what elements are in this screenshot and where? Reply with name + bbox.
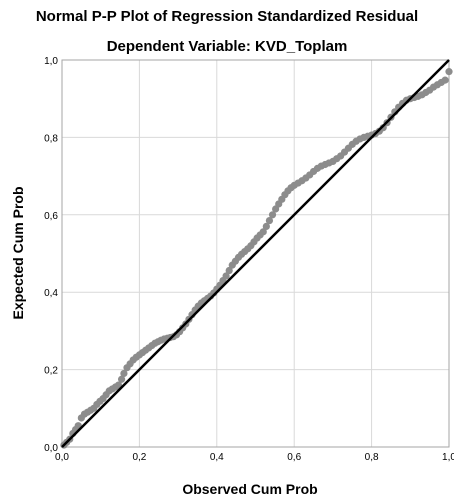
data-point bbox=[445, 68, 453, 76]
chart-subtitle: Dependent Variable: KVD_Toplam bbox=[107, 38, 348, 55]
x-tick-label: 0,0 bbox=[55, 452, 69, 463]
data-points bbox=[60, 68, 453, 449]
data-point bbox=[114, 381, 123, 389]
y-axis-label: Expected Cum Prob bbox=[10, 186, 26, 319]
data-point bbox=[225, 266, 233, 275]
y-tick-label: 0,0 bbox=[44, 443, 58, 454]
plot-area-frame bbox=[61, 59, 450, 448]
y-tick-label: 0,2 bbox=[44, 366, 58, 377]
data-point bbox=[265, 217, 274, 225]
tick-labels: 0,0 0,2 0,4 0,6 0,8 1,0 0,0 0,2 0,4 0,6 0,8 1,0 bbox=[44, 56, 454, 463]
x-tick-label: 1,0 bbox=[442, 452, 454, 463]
data-point bbox=[441, 76, 449, 84]
data-point bbox=[259, 228, 267, 236]
x-tick-label: 0,4 bbox=[210, 452, 224, 463]
data-point bbox=[268, 211, 277, 219]
y-tick-label: 0,6 bbox=[44, 211, 58, 222]
reference-diagonal-line bbox=[61, 59, 450, 448]
x-axis-label: Observed Cum Prob bbox=[182, 481, 317, 497]
data-point bbox=[120, 369, 128, 378]
y-tick-label: 0,4 bbox=[44, 288, 58, 299]
data-point bbox=[222, 272, 230, 280]
data-point bbox=[262, 222, 270, 231]
x-tick-label: 0,6 bbox=[287, 452, 301, 463]
data-point bbox=[117, 375, 126, 383]
x-tick-label: 0,8 bbox=[365, 452, 379, 463]
y-tick-label: 1,0 bbox=[44, 56, 58, 67]
chart-title: Normal P-P Plot of Regression Standardiz… bbox=[36, 8, 418, 25]
y-tick-label: 0,8 bbox=[44, 133, 58, 144]
x-tick-label: 0,2 bbox=[132, 452, 146, 463]
